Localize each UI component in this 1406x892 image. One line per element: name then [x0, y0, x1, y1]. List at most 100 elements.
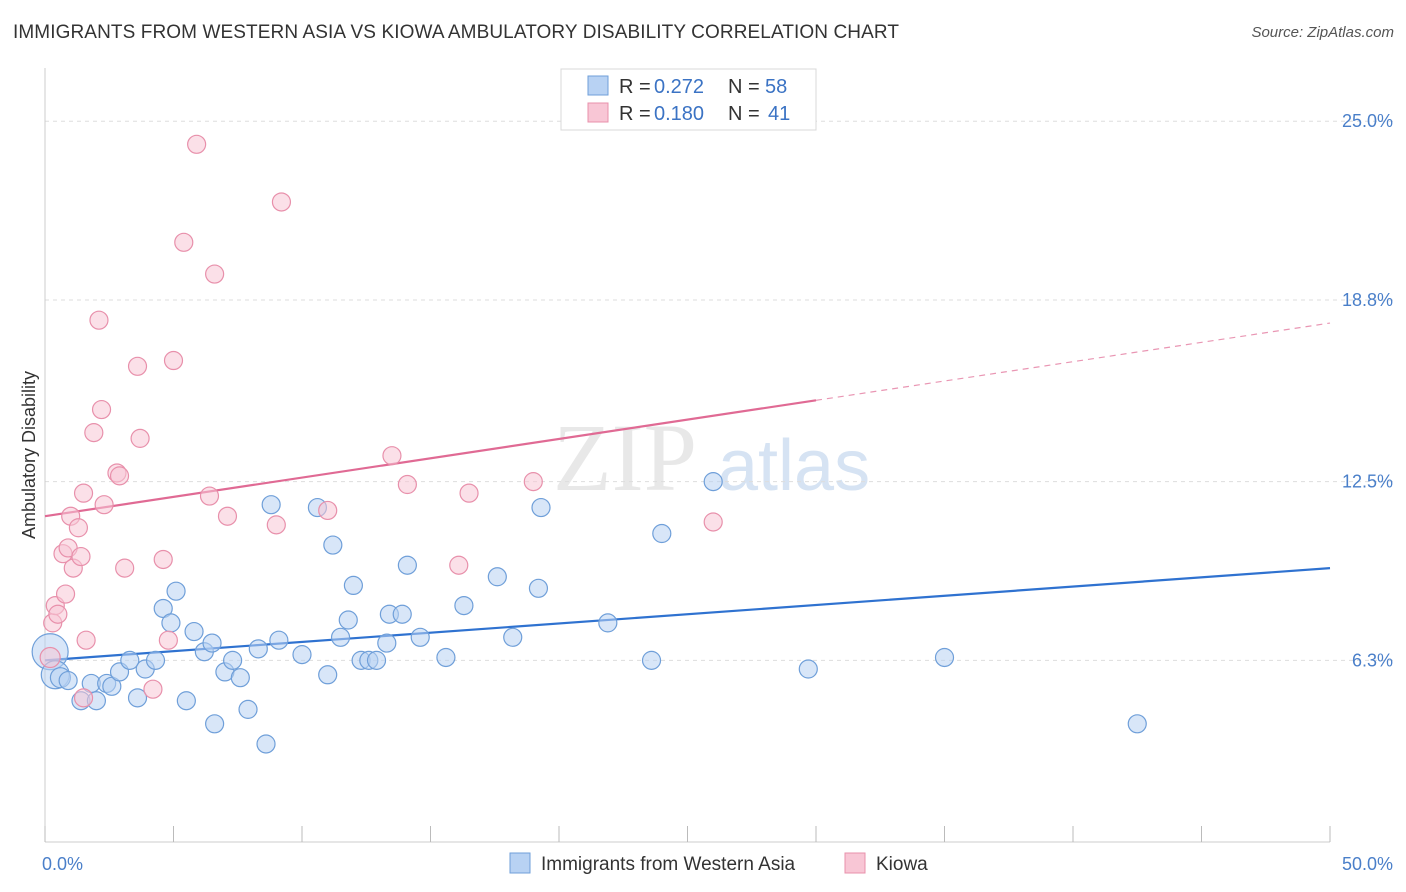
- point-blue: [248, 639, 268, 659]
- legend: R = 0.272 N = 58 R = 0.180 N = 41: [560, 68, 817, 131]
- point-blue: [256, 734, 276, 754]
- watermark-zip: ZIP: [553, 404, 697, 511]
- scatter-points: [31, 134, 1147, 754]
- point-pink: [382, 446, 402, 466]
- point-blue: [166, 581, 186, 601]
- x-tick-label-min: 0.0%: [42, 854, 83, 874]
- point-blue: [531, 497, 551, 518]
- bottom-legend-swatch-pink: [844, 852, 866, 874]
- watermark-atlas: atlas: [718, 426, 870, 506]
- legend-swatch-pink: [587, 102, 609, 123]
- point-pink: [94, 495, 114, 515]
- point-pink: [449, 555, 469, 575]
- legend-r-label-0: R =: [619, 76, 651, 98]
- y-tick-label: 6.3%: [1352, 650, 1393, 670]
- point-blue: [366, 650, 387, 670]
- point-pink: [205, 264, 225, 284]
- point-pink: [163, 350, 184, 371]
- axes: [44, 68, 1331, 843]
- point-blue: [436, 647, 456, 668]
- point-pink: [68, 518, 89, 538]
- point-blue: [292, 645, 312, 665]
- point-blue: [323, 535, 343, 555]
- point-blue: [798, 659, 818, 679]
- x-tick-label-max: 50.0%: [1342, 854, 1393, 874]
- point-blue: [176, 691, 196, 711]
- point-pink: [48, 604, 68, 624]
- point-pink: [84, 423, 104, 443]
- bottom-legend-swatch-blue: [509, 852, 531, 874]
- y-axis-label: Ambulatory Disability: [19, 371, 39, 539]
- legend-r-value-1: 0.180: [654, 103, 704, 125]
- point-pink: [109, 466, 130, 486]
- point-blue: [205, 714, 225, 734]
- bottom-legend-label-0: Immigrants from Western Asia: [541, 854, 796, 875]
- point-pink: [459, 483, 479, 503]
- point-pink: [39, 646, 61, 669]
- point-pink: [187, 134, 207, 154]
- point-blue: [338, 610, 358, 630]
- point-blue: [641, 650, 662, 670]
- point-pink: [55, 584, 76, 604]
- bottom-legend-label-1: Kiowa: [876, 854, 928, 875]
- point-blue: [703, 472, 723, 492]
- point-pink: [523, 472, 543, 492]
- point-pink: [153, 549, 173, 570]
- point-blue: [223, 650, 243, 670]
- point-blue: [1127, 714, 1147, 734]
- point-blue: [454, 595, 474, 616]
- point-pink: [174, 232, 194, 252]
- point-blue: [487, 567, 507, 587]
- legend-n-label-1: N =: [728, 103, 760, 125]
- point-pink: [158, 630, 178, 650]
- point-blue: [269, 630, 289, 650]
- trend-line-blue: [44, 567, 1331, 662]
- point-pink: [703, 512, 723, 532]
- point-pink: [89, 310, 109, 330]
- trend-line-extension-pink: [815, 322, 1331, 401]
- point-pink: [217, 506, 238, 526]
- point-pink: [199, 486, 220, 506]
- point-pink: [143, 679, 163, 699]
- point-blue: [934, 647, 955, 668]
- point-pink: [115, 558, 135, 578]
- bottom-legend: Immigrants from Western Asia Kiowa: [509, 852, 928, 875]
- point-blue: [202, 633, 222, 653]
- point-pink: [318, 500, 338, 521]
- legend-r-value-0: 0.272: [654, 76, 704, 98]
- legend-swatch-blue: [587, 75, 609, 96]
- point-pink: [130, 428, 150, 448]
- point-blue: [503, 627, 523, 647]
- point-pink: [73, 483, 94, 503]
- point-blue: [397, 555, 417, 575]
- point-blue: [184, 621, 204, 642]
- chart-source: Source: ZipAtlas.com: [1251, 24, 1394, 41]
- point-blue: [377, 633, 397, 653]
- point-pink: [266, 515, 286, 535]
- point-pink: [397, 474, 417, 495]
- point-blue: [261, 495, 281, 515]
- tick-labels: 6.3% 12.5% 18.8% 25.0% 0.0% 50.0%: [42, 111, 1393, 874]
- trend-line-pink: [44, 399, 817, 518]
- point-blue: [392, 604, 412, 624]
- point-blue: [238, 699, 258, 719]
- point-blue: [58, 670, 78, 691]
- legend-n-value-1: 41: [768, 103, 790, 125]
- point-pink: [127, 356, 148, 376]
- point-blue: [410, 627, 430, 647]
- y-tick-label: 18.8%: [1342, 290, 1393, 310]
- point-pink: [71, 546, 91, 567]
- legend-r-label-1: R =: [619, 103, 651, 125]
- point-blue: [343, 575, 363, 596]
- point-blue: [318, 665, 338, 685]
- chart-title: IMMIGRANTS FROM WESTERN ASIA VS KIOWA AM…: [13, 22, 900, 43]
- legend-n-label-0: N =: [728, 76, 760, 98]
- point-blue: [528, 578, 549, 598]
- legend-n-value-0: 58: [765, 76, 787, 98]
- grid-lines: [45, 120, 1393, 661]
- point-blue: [161, 613, 181, 633]
- point-blue: [145, 650, 166, 670]
- y-tick-label: 25.0%: [1342, 111, 1393, 131]
- point-blue: [127, 688, 148, 708]
